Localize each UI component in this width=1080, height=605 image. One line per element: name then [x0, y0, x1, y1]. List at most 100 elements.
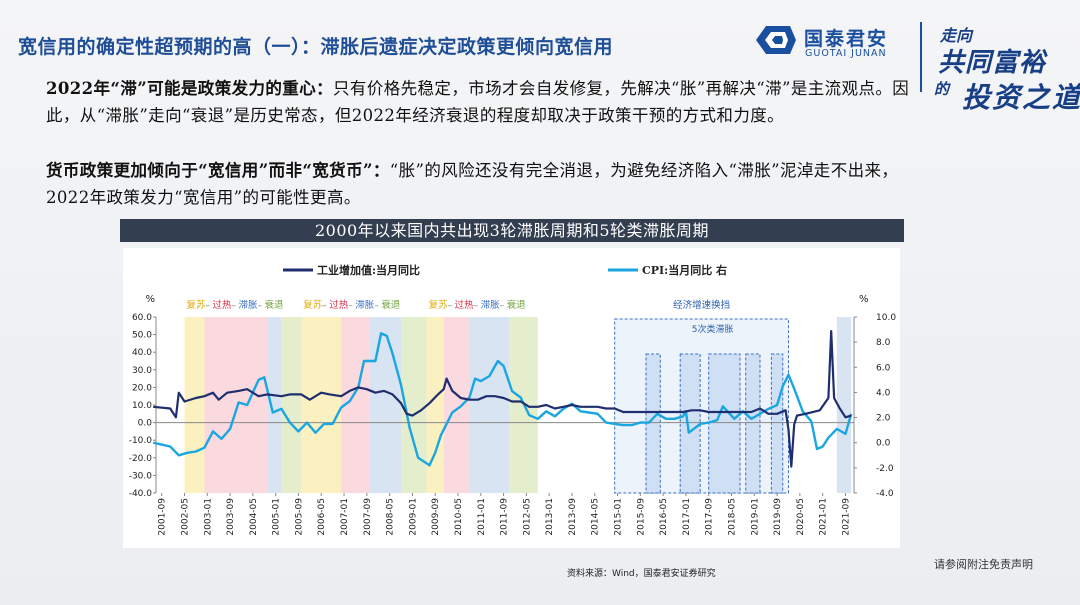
x-tick-label: 2013-09	[568, 498, 578, 536]
chart-container: 复苏 – 过热 – 滞胀 – 衰退 复苏 – 过热 – 滞胀 – 衰退 复苏 – 过热 – 滞胀 – 衰退 经济增速换挡 5…	[123, 248, 900, 548]
paragraph-1-lead: 2022年“滞”可能是政策发力的重心：	[46, 79, 334, 98]
phase-band-recession	[281, 317, 302, 493]
phase-band-recovery	[184, 317, 205, 493]
x-tick-label: 2013-01	[545, 498, 555, 536]
phase-band-stagflation	[469, 317, 510, 493]
pseudo-cycle-band	[770, 353, 784, 494]
x-tick-label: 2015-09	[636, 498, 646, 536]
phase-label-stagflation: 滞胀	[238, 300, 258, 311]
x-tick-label: 2017-01	[682, 498, 692, 536]
slogan-main: 共同富裕	[938, 48, 1047, 78]
series-line-industrial-output	[153, 330, 852, 468]
y-left-tick-label: 50.0	[132, 331, 152, 341]
x-tick-label: 2021-09	[841, 498, 851, 536]
page-title: 宽信用的确定性超预期的高（一）：滞胀后遗症决定政策更倾向宽信用	[18, 36, 614, 58]
paragraph-2: 货币政策更加倾向于“宽信用”而非“宽货币”：“胀”的风险还没有完全消退，为避免经…	[46, 157, 916, 211]
y-right-tick-label: 6.0	[876, 363, 891, 373]
x-tick-label: 2001-09	[158, 498, 168, 536]
pseudo-cycle-band	[679, 353, 701, 494]
x-tick-label: 2009-01	[408, 498, 418, 536]
pseudo-cycle-band	[745, 353, 761, 494]
x-tick-label: 2006-05	[317, 498, 327, 536]
x-tick-label: 2014-05	[591, 498, 601, 536]
x-tick-label: 2005-01	[272, 498, 282, 536]
slogan-top: 走向	[940, 26, 973, 45]
phase-label-sep: –	[500, 301, 505, 311]
phase-band-edge	[836, 317, 852, 493]
y-right-tick-label: 8.0	[876, 338, 891, 348]
logo-name-en: GUOTAI JUNAN	[805, 48, 887, 59]
y-right-tick-label: 2.0	[876, 414, 891, 424]
header-divider	[920, 22, 922, 92]
phase-label-recovery: 复苏	[186, 299, 206, 311]
paragraph-1-body: 只有价格先稳定，市场才会自发修复，先解决“胀”再解决“滞”是主流观点。因此，从“…	[46, 79, 910, 125]
source-note: 资料来源：Wind，国泰君安证券研究	[567, 569, 716, 579]
y-left-tick-label: 10.0	[132, 401, 152, 411]
x-tick-label: 2018-05	[727, 498, 737, 536]
y-left-tick-label: -20.0	[129, 454, 153, 464]
phase-band-overheat	[204, 317, 268, 493]
x-tick-label: 2005-09	[294, 498, 304, 536]
y-right-tick-label: 10.0	[876, 313, 896, 323]
gear-shift-box	[614, 318, 789, 494]
phase-label-sep: –	[448, 301, 453, 311]
phase-label-recovery: 复苏	[429, 299, 449, 311]
x-tick-label: 2012-05	[522, 498, 532, 536]
logo-emblem-icon	[756, 26, 796, 54]
x-tick-label: 2021-01	[819, 498, 829, 536]
slogan-calligraphy: 走向 共同富裕 的 投资之道	[930, 20, 1080, 120]
phase-band-stagflation	[267, 317, 282, 493]
paragraph-1: 2022年“滞”可能是政策发力的重心：只有价格先稳定，市场才会自发修复，先解决“…	[46, 75, 916, 129]
x-tick-label: 2017-09	[705, 498, 715, 536]
x-tick-label: 2010-05	[454, 498, 464, 536]
x-tick-label: 2011-01	[477, 498, 487, 536]
x-tick-label: 2011-09	[500, 498, 510, 536]
annotation-gear-shift: 经济增速换挡	[673, 299, 730, 311]
phase-label-stagflation: 滞胀	[481, 300, 501, 311]
x-tick-label: 2008-05	[386, 498, 396, 536]
legend-label-industrial-output: 工业增加值:当月同比	[317, 263, 420, 277]
x-tick-label: 2003-01	[203, 498, 213, 536]
y-right-tick-label: -2.0	[876, 464, 894, 474]
y-right-tick-label: -4.0	[876, 489, 894, 499]
disclaimer-link[interactable]: 请参阅附注免责声明	[934, 558, 1033, 571]
slogan-tail: 投资之道	[962, 81, 1080, 114]
legend-label-cpi: CPI:当月同比 右	[642, 263, 727, 277]
y-left-tick-label: 30.0	[132, 366, 152, 376]
x-tick-label: 2003-09	[226, 498, 236, 536]
y-left-tick-label: -40.0	[129, 489, 153, 499]
phase-label-sep: –	[257, 301, 262, 311]
phase-label-sep: –	[231, 301, 236, 311]
x-tick-label: 2007-09	[363, 498, 373, 536]
y-left-tick-label: 0.0	[138, 419, 153, 429]
x-tick-label: 2015-01	[614, 498, 624, 536]
x-tick-label: 2020-05	[796, 498, 806, 536]
phase-label-recovery: 复苏	[303, 299, 323, 311]
phase-label-overheat: 过热	[212, 299, 232, 311]
phase-label-sep: –	[205, 301, 210, 311]
phase-label-overheat: 过热	[329, 299, 349, 311]
logo-name-cn: 国泰君安	[804, 28, 889, 50]
chart-title: 2000年以来国内共出现3轮滞胀周期和5轮类滞胀周期	[120, 219, 904, 242]
slogan-de: 的	[934, 80, 950, 98]
phase-band-recovery	[426, 317, 444, 493]
y-right-tick-label: 4.0	[876, 388, 891, 398]
annotation-pseudo-cycles: 5次类滞胀	[692, 323, 734, 335]
y-right-unit: %	[859, 294, 869, 305]
x-tick-label: 2016-05	[659, 498, 669, 536]
phase-label-stagflation: 滞胀	[355, 300, 375, 311]
phase-label-sep: –	[374, 301, 379, 311]
paragraph-2-body: “胀”的风险还没有完全消退，为避免经济陷入“滞胀”泥淖走不出来，2022年政策发…	[46, 161, 899, 207]
y-left-unit: %	[145, 294, 155, 305]
phase-label-overheat: 过热	[455, 299, 475, 311]
phase-band-stagflation	[369, 317, 402, 493]
phase-label-recession: 衰退	[507, 299, 527, 311]
x-tick-label: 2002-05	[180, 498, 190, 536]
phase-band-overheat	[443, 317, 470, 493]
phase-band-recovery	[301, 317, 342, 493]
phase-label-recession: 衰退	[381, 299, 401, 311]
pseudo-cycle-band	[708, 353, 741, 494]
line-chart: 复苏 – 过热 – 滞胀 – 衰退 复苏 – 过热 – 滞胀 – 衰退 复苏 – 过热 – 滞胀 – 衰退 经济增速换挡5…	[129, 263, 897, 536]
phase-label-sep: –	[322, 301, 327, 311]
x-tick-label: 2019-01	[750, 498, 760, 536]
